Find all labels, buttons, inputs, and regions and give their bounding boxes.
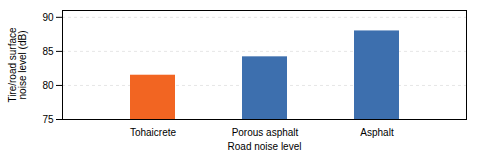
svg-text:80: 80	[42, 80, 54, 91]
svg-text:90: 90	[42, 12, 54, 23]
svg-text:Road noise level: Road noise level	[228, 141, 302, 152]
svg-text:Tohaicrete: Tohaicrete	[130, 127, 177, 138]
svg-text:Asphalt: Asphalt	[360, 127, 394, 138]
svg-text:Porous asphalt: Porous asphalt	[232, 127, 299, 138]
svg-text:75: 75	[42, 114, 54, 125]
svg-text:Tire/road surfacenoise level (: Tire/road surfacenoise level (dB)	[7, 27, 28, 103]
svg-text:85: 85	[42, 46, 54, 57]
